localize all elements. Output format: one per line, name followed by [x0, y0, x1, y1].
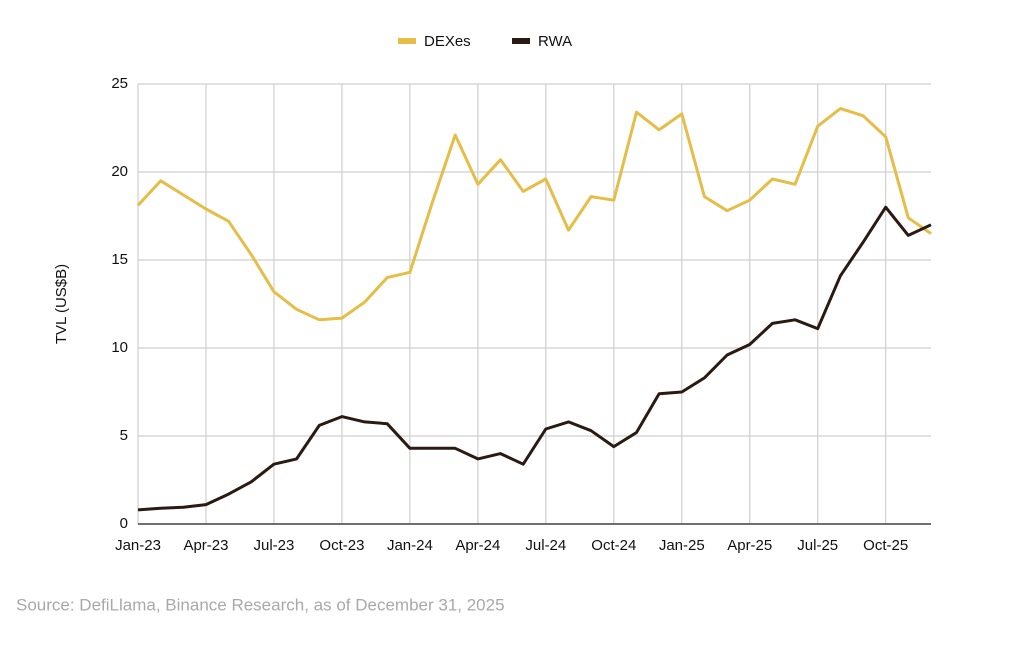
series-line — [136, 107, 932, 322]
legend-swatch — [512, 38, 530, 44]
x-tick-label: Oct-24 — [591, 537, 636, 554]
x-tick-label: Jul-25 — [797, 537, 838, 554]
x-tick-label: Oct-23 — [319, 537, 364, 554]
x-tick-label: Jan-23 — [115, 537, 161, 554]
legend-label: DEXes — [424, 33, 471, 50]
y-tick-label: 5 — [120, 427, 128, 444]
legend-label: RWA — [538, 33, 572, 50]
series-line — [137, 205, 932, 512]
x-tick-label: Apr-24 — [455, 537, 500, 554]
y-tick-label: 10 — [111, 339, 128, 356]
y-axis-label: TVL (US$B) — [53, 264, 70, 344]
y-tick-label: 15 — [111, 251, 128, 268]
y-tick-label: 20 — [111, 163, 128, 180]
y-tick-label: 25 — [111, 75, 128, 92]
source-note: Source: DefiLlama, Binance Research, as … — [16, 595, 505, 614]
x-tick-label: Jan-24 — [387, 537, 433, 554]
x-tick-label: Jan-25 — [659, 537, 705, 554]
x-tick-label: Jul-23 — [254, 537, 295, 554]
x-tick-label: Apr-23 — [183, 537, 228, 554]
x-tick-label: Oct-25 — [863, 537, 908, 554]
x-tick-label: Apr-25 — [727, 537, 772, 554]
x-tick-label: Jul-24 — [525, 537, 566, 554]
y-tick-label: 0 — [120, 515, 128, 532]
legend-swatch — [398, 38, 416, 44]
